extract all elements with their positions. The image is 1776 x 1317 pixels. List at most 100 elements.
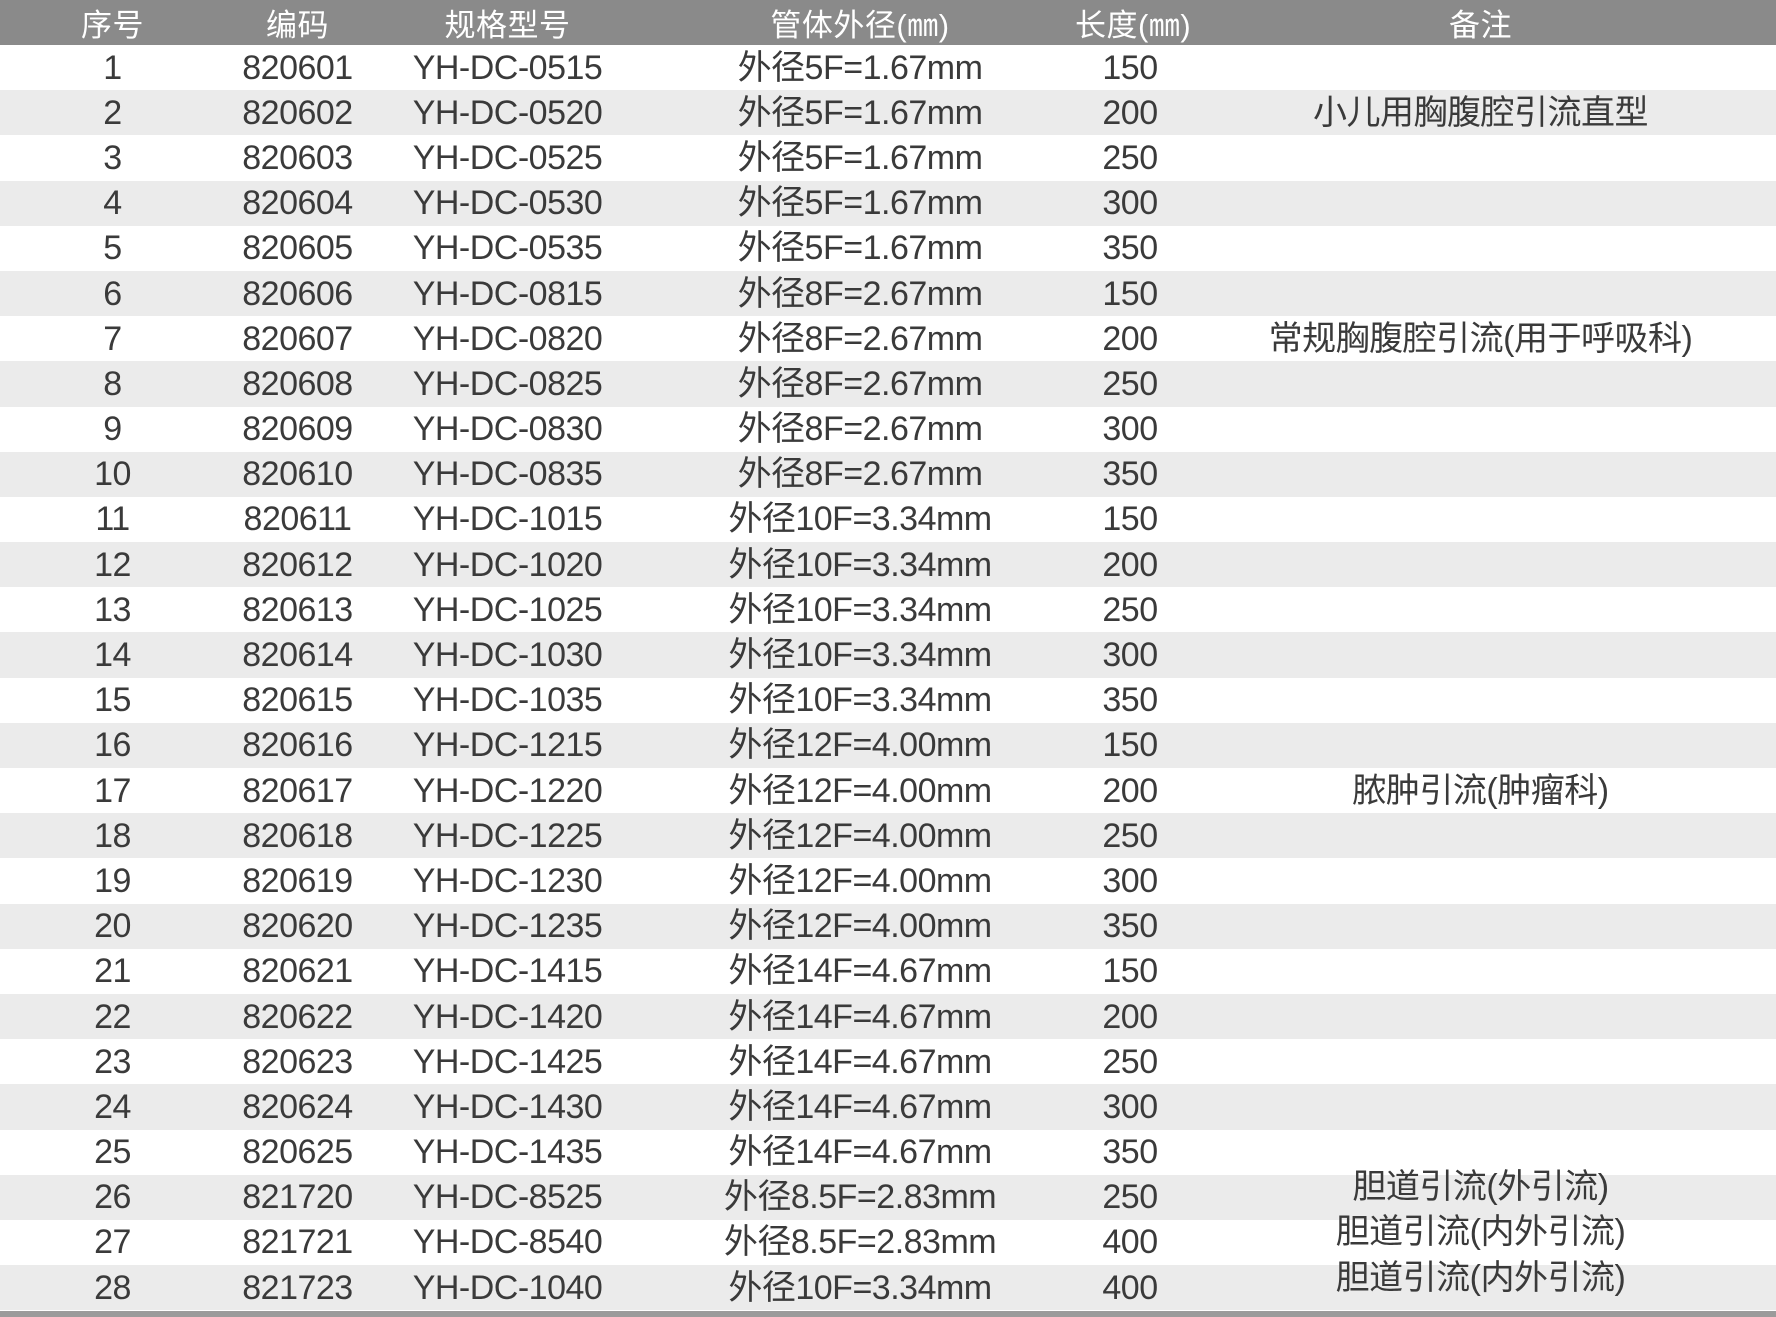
table-row: 19 820619 YH-DC-1230 外径12F=4.00mm 300 xyxy=(0,858,1776,904)
table-row: 17 820617 YH-DC-1220 外径12F=4.00mm 200 脓肿引流(肿瘤… xyxy=(0,768,1776,814)
cell-model: YH-DC-0820 xyxy=(412,319,603,358)
cell-outer-diameter: 外径10F=3.34mm xyxy=(728,590,992,629)
cell-code: 820611 xyxy=(243,500,352,539)
cell-length: 400 xyxy=(1102,1268,1158,1307)
cell-model: YH-DC-0515 xyxy=(412,48,603,87)
cell-code: 820601 xyxy=(242,48,353,87)
cell-no: 23 xyxy=(94,1042,131,1081)
cell-no: 8 xyxy=(103,364,122,403)
cell-model: YH-DC-0530 xyxy=(412,184,603,223)
cell-code: 820603 xyxy=(242,138,353,177)
cell-remark xyxy=(1185,361,1776,406)
cell-outer-diameter: 外径12F=4.00mm xyxy=(728,907,992,946)
cell-length: 150 xyxy=(1102,48,1158,87)
cell-model: YH-DC-1215 xyxy=(412,726,603,765)
cell-no: 15 xyxy=(94,681,131,720)
cell-outer-diameter: 外径8F=2.67mm xyxy=(737,410,983,449)
cell-model: YH-DC-1025 xyxy=(412,590,603,629)
table-row: 7 820607 YH-DC-0820 外径8F=2.67mm 200 常规胸腹腔引流(用… xyxy=(0,316,1776,362)
cell-length: 400 xyxy=(1102,1223,1158,1262)
cell-outer-diameter: 外径8F=2.67mm xyxy=(737,455,983,494)
table-row: 2 820602 YH-DC-0520 外径5F=1.67mm 200 小儿用胸腹腔引流直… xyxy=(0,90,1776,136)
table-row: 6 820606 YH-DC-0815 外径8F=2.67mm 150 xyxy=(0,270,1776,317)
cell-outer-diameter: 外径14F=4.67mm xyxy=(728,952,992,991)
cell-no: 14 xyxy=(94,636,131,675)
cell-remark xyxy=(1185,271,1776,316)
header-row: 序号 编码 规格型号 管体外径(㎜) 长度(㎜) 备注 xyxy=(0,0,1776,45)
cell-code: 820612 xyxy=(242,545,353,584)
cell-model: YH-DC-1415 xyxy=(412,952,603,991)
cell-outer-diameter: 外径8.5F=2.83mm xyxy=(723,1223,997,1262)
cell-outer-diameter: 外径12F=4.00mm xyxy=(728,771,992,810)
cell-outer-diameter: 外径5F=1.67mm xyxy=(737,184,983,223)
cell-length: 350 xyxy=(1102,907,1158,946)
cell-outer-diameter: 外径10F=3.34mm xyxy=(728,1268,992,1307)
cell-code: 820604 xyxy=(242,184,353,223)
cell-remark xyxy=(1185,949,1776,994)
cell-outer-diameter: 外径14F=4.67mm xyxy=(728,1042,992,1081)
cell-remark xyxy=(1185,407,1776,452)
cell-code: 820609 xyxy=(242,410,353,449)
cell-code: 820613 xyxy=(242,590,353,629)
cell-length: 300 xyxy=(1102,861,1158,900)
table-body: 1 820601 YH-DC-0515 外径5F=1.67mm 150 2 820602 YH… xyxy=(0,45,1776,1311)
cell-model: YH-DC-0835 xyxy=(412,455,603,494)
cell-outer-diameter: 外径12F=4.00mm xyxy=(728,816,992,855)
cell-remark xyxy=(1185,813,1776,858)
cell-no: 18 xyxy=(94,816,131,855)
cell-outer-diameter: 外径8F=2.67mm xyxy=(737,319,983,358)
table-row: 5 820605 YH-DC-0535 外径5F=1.67mm 350 xyxy=(0,225,1776,271)
cell-model: YH-DC-1035 xyxy=(412,681,603,720)
table-row: 28 821723 YH-DC-1040 外径10F=3.34mm 400 胆道引流(内外… xyxy=(0,1261,1776,1311)
col-header-code: 编码 xyxy=(225,0,370,45)
cell-remark xyxy=(1185,1039,1776,1084)
cell-model: YH-DC-1430 xyxy=(412,1087,603,1126)
table-row: 13 820613 YH-DC-1025 外径10F=3.34mm 250 xyxy=(0,587,1776,633)
cell-remark: 胆道引流(外引流) xyxy=(1352,1168,1609,1207)
cell-remark: 常规胸腹腔引流(用于呼吸科) xyxy=(1268,319,1693,358)
cell-outer-diameter: 外径12F=4.00mm xyxy=(728,726,992,765)
cell-length: 150 xyxy=(1102,500,1158,539)
cell-no: 3 xyxy=(103,138,122,177)
cell-model: YH-DC-0525 xyxy=(412,138,603,177)
cell-no: 6 xyxy=(103,274,122,313)
table-row: 20 820620 YH-DC-1235 外径12F=4.00mm 350 xyxy=(0,903,1776,949)
cell-code: 820602 xyxy=(242,93,353,132)
cell-code: 820614 xyxy=(242,636,353,675)
cell-no: 20 xyxy=(94,907,131,946)
cell-code: 820624 xyxy=(242,1087,353,1126)
cell-no: 11 xyxy=(95,500,130,539)
cell-no: 4 xyxy=(103,184,122,223)
cell-no: 13 xyxy=(94,590,131,629)
table-row: 23 820623 YH-DC-1425 外径14F=4.67mm 250 xyxy=(0,1039,1776,1085)
cell-length: 250 xyxy=(1102,364,1158,403)
cell-length: 300 xyxy=(1102,636,1158,675)
cell-length: 250 xyxy=(1102,1042,1158,1081)
cell-remark xyxy=(1185,497,1776,542)
cell-length: 200 xyxy=(1102,997,1158,1036)
cell-no: 2 xyxy=(103,93,122,132)
cell-code: 820623 xyxy=(242,1042,353,1081)
col-header-length: 长度(㎜) xyxy=(1075,0,1191,45)
cell-remark xyxy=(1185,452,1776,497)
cell-outer-diameter: 外径5F=1.67mm xyxy=(737,229,983,268)
cell-model: YH-DC-1015 xyxy=(412,500,603,539)
cell-remark: 脓肿引流(肿瘤科) xyxy=(1352,771,1609,810)
cell-code: 821723 xyxy=(242,1268,353,1307)
cell-code: 820616 xyxy=(242,726,353,765)
cell-remark: 小儿用胸腹腔引流直型 xyxy=(1313,93,1649,132)
cell-no: 26 xyxy=(94,1178,131,1217)
cell-remark xyxy=(1185,904,1776,949)
cell-model: YH-DC-0825 xyxy=(412,364,603,403)
table-row: 10 820610 YH-DC-0835 外径8F=2.67mm 350 xyxy=(0,451,1776,497)
cell-outer-diameter: 外径5F=1.67mm xyxy=(737,138,983,177)
cell-model: YH-DC-1225 xyxy=(412,816,603,855)
cell-code: 820608 xyxy=(242,364,353,403)
table-row: 14 820614 YH-DC-1030 外径10F=3.34mm 300 xyxy=(0,632,1776,678)
cell-remark xyxy=(1185,632,1776,677)
cell-remark xyxy=(1185,723,1776,768)
cell-outer-diameter: 外径10F=3.34mm xyxy=(728,636,992,675)
cell-code: 820610 xyxy=(242,455,353,494)
cell-remark: 胆道引流(内外引流) xyxy=(1335,1258,1626,1297)
